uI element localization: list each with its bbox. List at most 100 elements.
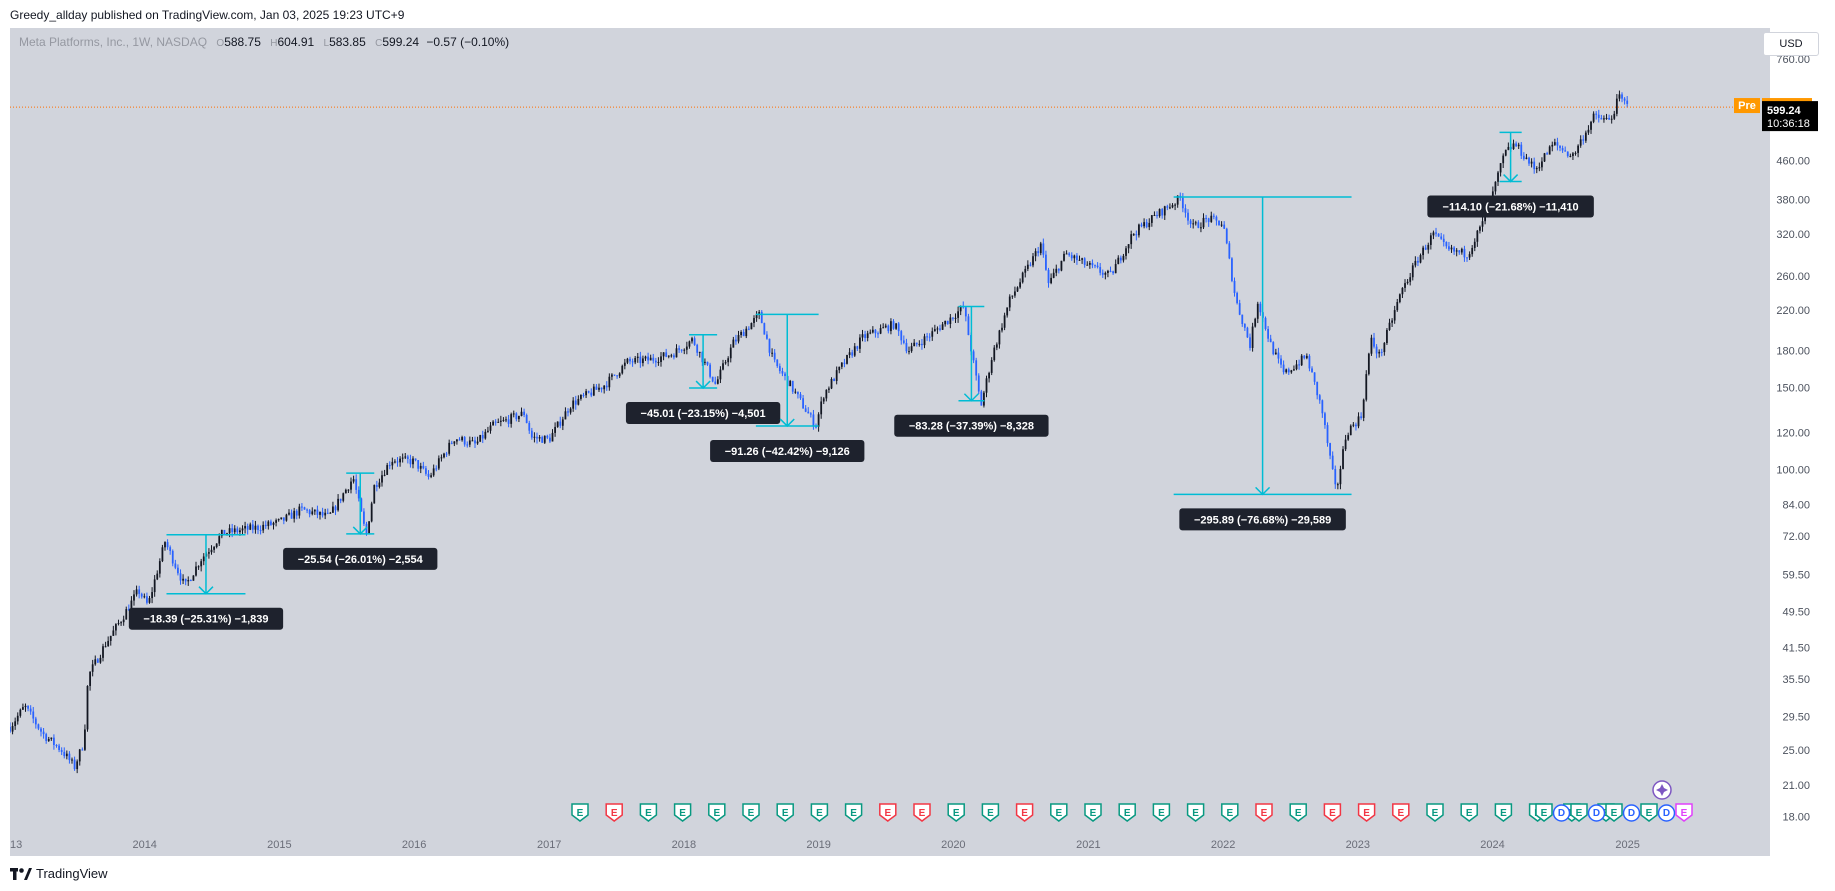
x-tick-label: 2021: [1076, 839, 1100, 851]
candle-body: [993, 347, 996, 361]
candle-body: [1246, 327, 1249, 338]
candle-body: [1342, 449, 1344, 469]
candle-body: [530, 430, 533, 438]
candle-body: [1380, 351, 1383, 353]
candle-body: [592, 386, 595, 396]
candle-body: [1184, 208, 1187, 213]
candle-body: [1331, 455, 1334, 470]
candle-body: [1107, 270, 1109, 273]
candle-body: [422, 465, 425, 469]
candle-body: [427, 473, 430, 477]
price-chart[interactable]: −18.39 (−25.31%) −1,839 −25.54 (−26.01%) …: [10, 28, 1820, 856]
candle-body: [1414, 260, 1417, 266]
candle-body: [543, 435, 546, 443]
candle-body: [1249, 337, 1251, 348]
candle-body: [1551, 144, 1554, 147]
candle-body: [985, 378, 988, 393]
candle-body: [65, 753, 68, 757]
candle-body: [760, 311, 763, 324]
x-tick-label: 2015: [267, 839, 291, 851]
event-marker-label: E: [748, 808, 755, 819]
candle-body: [1401, 287, 1404, 295]
price-axis[interactable]: [1770, 28, 1820, 856]
candle-body: [109, 635, 112, 641]
candle-body: [797, 391, 799, 395]
event-marker-label: D: [1663, 808, 1670, 819]
candle-body: [657, 361, 660, 363]
candle-body: [161, 547, 164, 562]
last-price-tag: [1762, 101, 1818, 132]
measure-arrow-icon: [1255, 486, 1271, 496]
candle-body: [156, 573, 159, 580]
measure-label-box: [625, 402, 781, 425]
candle-body: [1008, 296, 1011, 308]
candle-body: [435, 468, 438, 470]
legend-close-label: C: [375, 38, 383, 49]
candle-body: [84, 729, 86, 750]
candle-body: [1269, 338, 1272, 343]
candle-body: [244, 526, 246, 529]
candle-body: [251, 524, 254, 530]
candle-body: [1538, 167, 1541, 169]
candle-body: [649, 357, 652, 361]
candle-body: [107, 640, 110, 647]
sparkle-icon: [1656, 784, 1668, 796]
measure-label-box: [710, 440, 865, 463]
candle-body: [484, 431, 487, 439]
legend-open-label: O: [216, 38, 225, 49]
candle-body: [1357, 416, 1360, 427]
candle-body: [368, 521, 370, 534]
candle-body: [747, 328, 750, 330]
candle-body: [833, 378, 835, 382]
candle-body: [1435, 232, 1437, 234]
candle-body: [270, 521, 272, 525]
earnings-marker-icon: [1605, 803, 1623, 822]
candle-body: [73, 759, 76, 770]
candle-body: [536, 436, 538, 439]
candle-body: [130, 600, 133, 611]
candle-body: [1021, 272, 1024, 283]
candle-body: [768, 338, 771, 353]
candle-body: [1052, 272, 1055, 278]
chart-pane[interactable]: [10, 28, 1770, 856]
candle-body: [1471, 247, 1474, 255]
candle-body: [835, 370, 838, 382]
candle-body: [1429, 235, 1432, 245]
candle-body: [1011, 295, 1014, 297]
candle-body: [1621, 94, 1623, 99]
candle-body: [1355, 424, 1357, 427]
candle-body: [1205, 217, 1207, 219]
chart-area[interactable]: −18.39 (−25.31%) −1,839 −25.54 (−26.01%) …: [10, 28, 1820, 856]
currency-button[interactable]: USD: [1763, 32, 1819, 56]
candle-body: [843, 362, 846, 364]
candle-body: [933, 329, 936, 332]
candle-body: [293, 510, 296, 519]
measure-label: −114.10 (−21.68%) −11,410: [1443, 202, 1579, 214]
candle-body: [665, 352, 668, 357]
legend-low-label: L: [323, 38, 330, 49]
candle-body: [830, 378, 833, 389]
measure-label: −25.54 (−26.01%) −2,554: [298, 554, 424, 566]
tradingview-logo[interactable]: TradingView: [10, 866, 108, 881]
candle-body: [1574, 152, 1577, 154]
event-marker-label: E: [1611, 808, 1618, 819]
candle-body: [1432, 232, 1435, 236]
candle-body: [344, 489, 347, 494]
candle-body: [200, 561, 203, 567]
candle-body: [525, 415, 528, 423]
candle-body: [24, 705, 27, 708]
earnings-marker-icon: [1323, 803, 1342, 822]
candle-body: [1497, 172, 1499, 182]
earnings-marker-icon: [1675, 803, 1693, 822]
candle-body: [115, 624, 117, 631]
candle-body: [1504, 149, 1507, 156]
candle-body: [1192, 223, 1195, 225]
x-tick-label: 2017: [537, 839, 561, 851]
candle-body: [146, 596, 148, 603]
earnings-marker-icon: [1392, 803, 1410, 822]
candle-body: [445, 453, 448, 455]
candle-body: [820, 401, 823, 415]
candle-body: [326, 512, 329, 514]
tradingview-logo-icon: [10, 867, 32, 880]
